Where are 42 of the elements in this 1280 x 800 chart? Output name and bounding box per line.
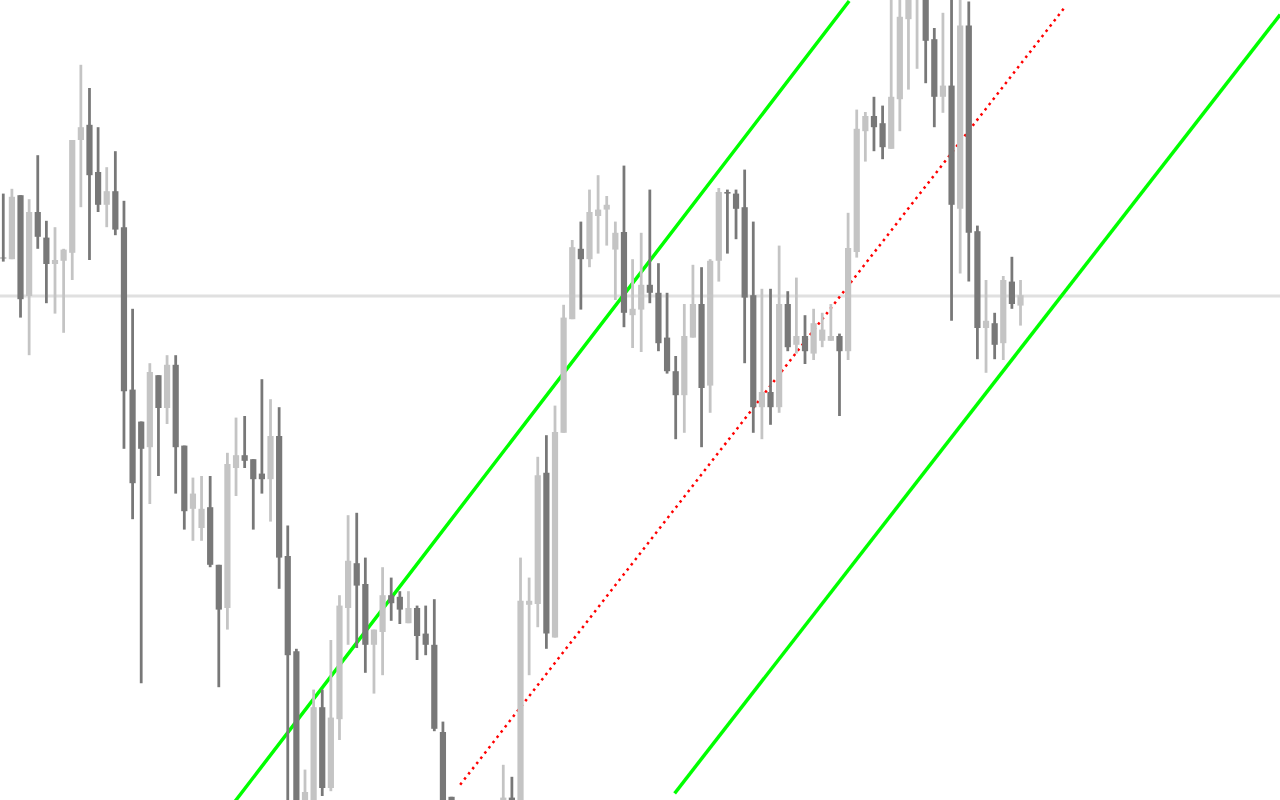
candlestick [422,604,429,657]
candlestick [819,311,826,349]
candlestick [827,302,834,343]
candlestick [629,257,636,350]
candlestick [1008,255,1015,311]
candlestick [879,104,886,161]
candlestick [353,511,360,650]
candlestick [758,287,765,441]
candlestick [103,165,110,229]
candlestick [51,225,59,315]
candlestick [982,278,990,375]
candlestick [724,188,731,255]
candlestick [388,576,395,623]
candlestick [198,474,205,543]
candlestick [801,313,809,366]
candlestick [1017,278,1024,327]
candlestick [577,220,584,311]
candlestick [767,287,774,427]
candlestick [405,589,412,625]
candlestick [905,0,912,91]
candlestick [189,476,197,543]
candlestick [603,194,610,247]
candlestick [232,416,240,498]
candlestick [939,11,947,115]
candlestick [526,576,533,677]
candlestick [241,414,248,470]
candlestick [77,63,84,209]
candlestick [646,188,653,305]
candlestick [396,589,403,626]
candlestick [870,95,878,153]
candlestick [862,110,869,163]
candlestick [672,354,679,441]
candlestick [370,628,378,695]
candlestick [250,457,257,531]
candlestick [138,420,145,685]
candlestick [793,276,800,355]
candlestick [612,220,619,302]
candlestick [836,332,843,418]
candlestick [595,173,602,255]
candlestick [60,247,67,335]
candlestick [732,188,740,241]
candlestick [991,311,998,361]
